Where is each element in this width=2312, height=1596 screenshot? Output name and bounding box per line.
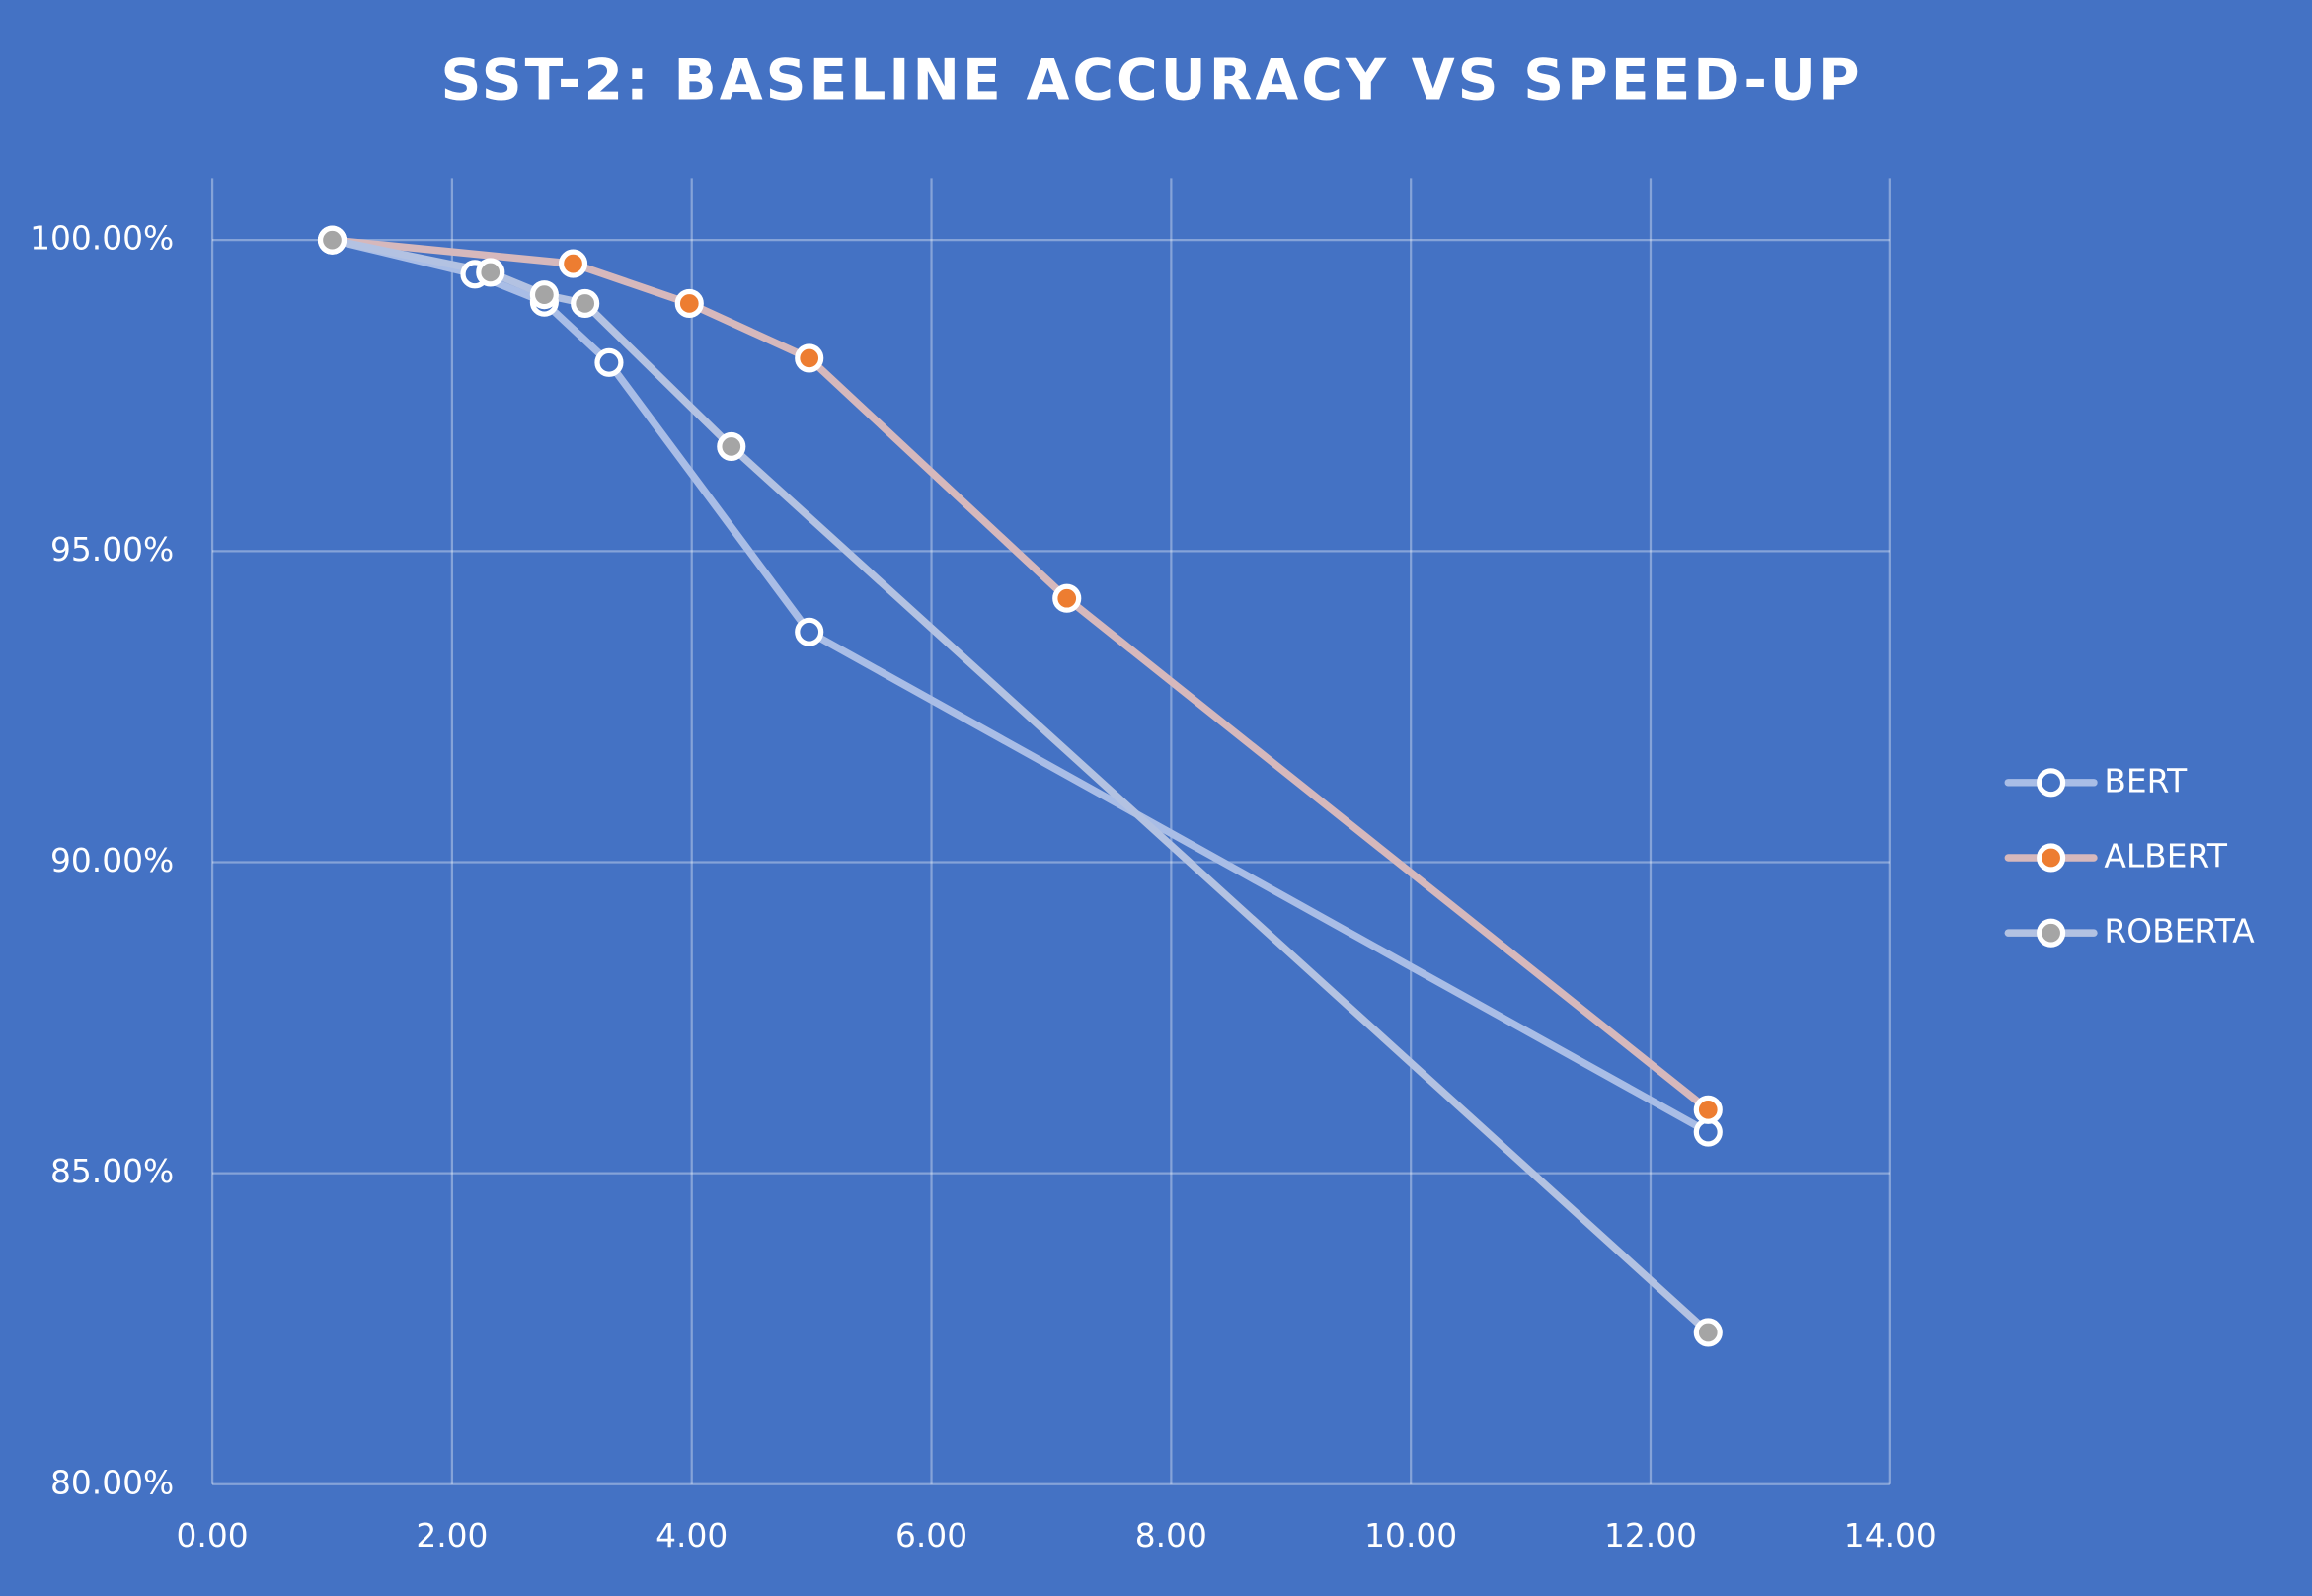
data-point: [795, 617, 824, 646]
x-tick-label: 8.00: [1135, 1517, 1207, 1555]
x-tick-label: 4.00: [655, 1517, 728, 1555]
y-tick-label: 90.00%: [50, 842, 174, 879]
x-tick-label: 12.00: [1604, 1517, 1697, 1555]
x-tick-label: 14.00: [1844, 1517, 1937, 1555]
legend-label: BERT: [2104, 762, 2188, 799]
x-tick-label: 2.00: [416, 1517, 488, 1555]
x-tick-label: 6.00: [895, 1517, 967, 1555]
series-line: [328, 236, 1713, 1114]
legend-label: ALBERT: [2104, 837, 2227, 874]
y-tick-label: 80.00%: [50, 1464, 174, 1501]
x-tick-label: 0.00: [177, 1517, 249, 1555]
series-line: [328, 236, 1713, 1136]
data-point: [529, 280, 559, 310]
y-tick-label: 85.00%: [50, 1153, 174, 1190]
data-point: [795, 343, 824, 373]
data-point: [558, 249, 588, 278]
data-point: [1693, 1095, 1723, 1124]
data-point: [476, 258, 505, 287]
data-point: [1693, 1318, 1723, 1347]
y-tick-label: 100.00%: [30, 220, 174, 258]
data-point: [317, 225, 347, 255]
legend-marker: [2037, 843, 2066, 873]
data-point: [674, 288, 704, 319]
y-tick-label: 95.00%: [50, 531, 174, 569]
chart-title: SST-2: BASELINE ACCURACY VS SPEED-UP: [440, 47, 1862, 113]
legend-marker: [2037, 768, 2066, 798]
data-point: [717, 431, 746, 461]
x-tick-label: 10.00: [1364, 1517, 1457, 1555]
legend-marker: [2037, 918, 2066, 948]
data-point: [594, 347, 624, 377]
data-point: [571, 288, 600, 319]
data-point: [1052, 583, 1082, 613]
legend-label: ROBERTA: [2104, 913, 2255, 950]
